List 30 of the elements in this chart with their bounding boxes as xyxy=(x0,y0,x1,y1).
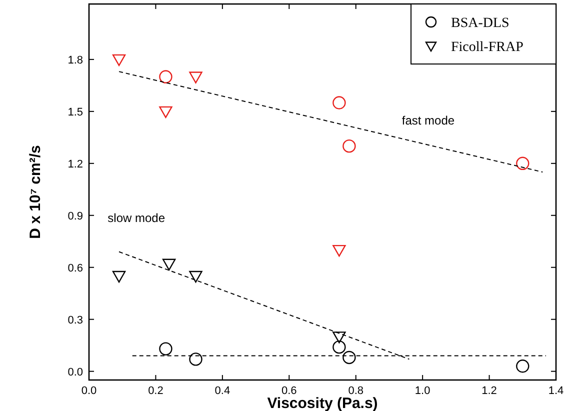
x-tick-label: 1.2 xyxy=(482,385,497,397)
point xyxy=(332,340,346,354)
point xyxy=(112,54,126,66)
annotation: slow mode xyxy=(108,211,166,226)
x-tick-label: 0.8 xyxy=(348,385,364,397)
y-tick-label: 0.9 xyxy=(68,210,83,222)
x-tick-label: 0.2 xyxy=(148,385,164,397)
point xyxy=(516,360,530,373)
y-tick-label: 1.2 xyxy=(68,158,83,170)
y-tick-label: 0.0 xyxy=(68,366,83,378)
point xyxy=(159,342,172,356)
x-tick-label: 0.6 xyxy=(281,385,297,397)
y-axis-title: D x 10⁷ cm²/s xyxy=(27,145,44,239)
x-tick-label: 1.0 xyxy=(414,385,430,397)
point xyxy=(189,352,202,366)
legend-label: BSA-DLS xyxy=(451,16,510,31)
y-tick-label: 0.6 xyxy=(68,262,83,274)
y-tick-label: 1.8 xyxy=(68,54,83,66)
x-tick-label: 0.0 xyxy=(81,385,97,397)
point xyxy=(159,106,172,118)
point xyxy=(189,72,202,84)
point xyxy=(332,244,346,257)
point xyxy=(342,350,356,364)
x-tick-label: 0.4 xyxy=(214,385,230,397)
legend-label: Ficoll-FRAP xyxy=(451,40,524,55)
y-tick-label: 0.3 xyxy=(68,314,83,326)
x-axis-title: Viscosity (Pa.s) xyxy=(267,395,378,411)
x-tick-label: 1.4 xyxy=(548,385,564,397)
y-tick-label: 1.5 xyxy=(68,106,83,118)
annotation: fast mode xyxy=(402,113,455,128)
